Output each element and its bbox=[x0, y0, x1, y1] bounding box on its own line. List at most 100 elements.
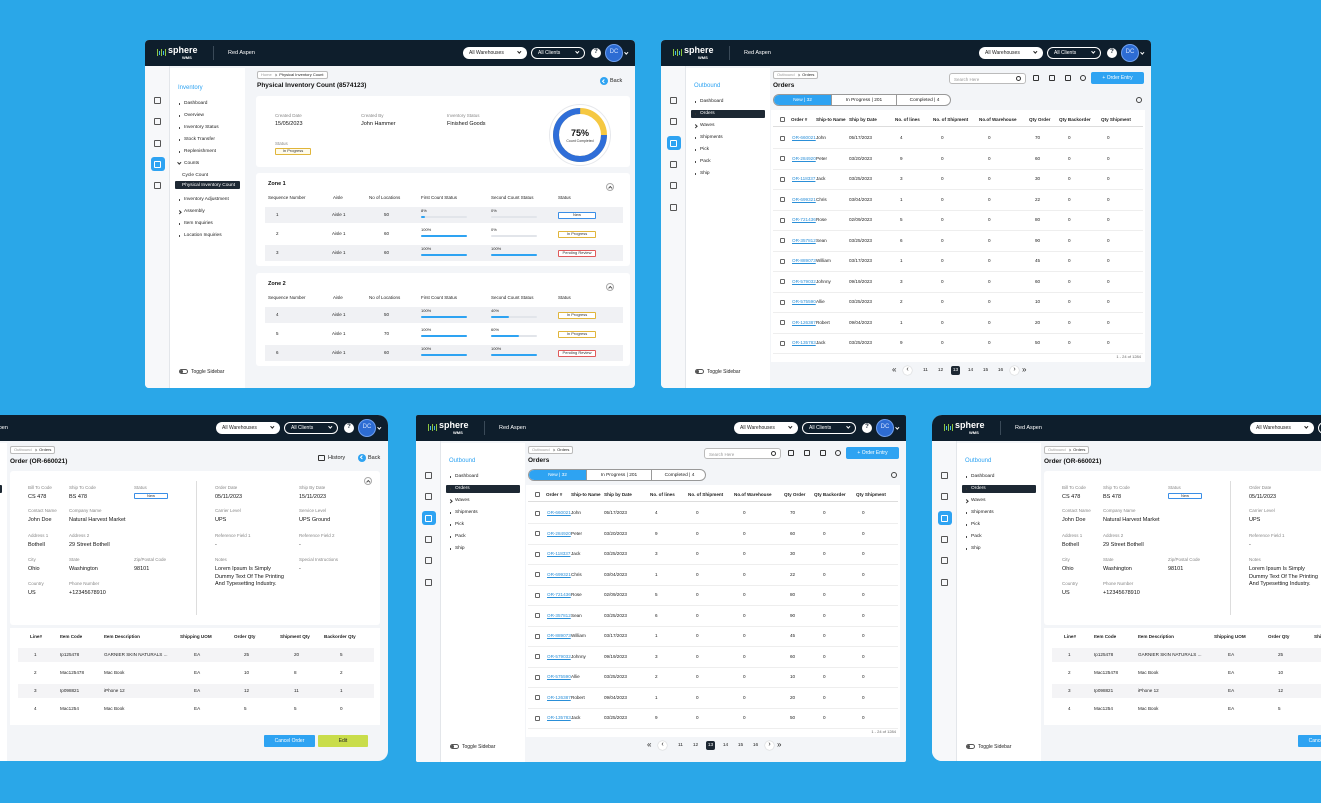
checkbox[interactable] bbox=[535, 613, 540, 618]
warehouse-select[interactable]: All Warehouses bbox=[216, 422, 280, 434]
checkbox[interactable] bbox=[535, 551, 540, 557]
checkbox[interactable] bbox=[780, 258, 785, 264]
last-page[interactable]: » bbox=[1022, 365, 1027, 374]
tab[interactable]: New | 32 bbox=[529, 470, 586, 480]
breadcrumb-item[interactable]: Orders bbox=[39, 446, 52, 452]
page-number[interactable]: 12 bbox=[936, 366, 945, 375]
sidebar-item[interactable]: Orders bbox=[455, 486, 470, 491]
page-number[interactable]: 16 bbox=[751, 741, 760, 750]
toggle-sidebar[interactable]: Toggle Sidebar bbox=[707, 368, 741, 375]
order-link[interactable]: OR-118337 bbox=[792, 176, 816, 181]
breadcrumb-item[interactable]: Physical Inventory Count bbox=[279, 71, 324, 77]
nav-icon[interactable] bbox=[154, 97, 161, 104]
breadcrumb-item[interactable]: Home bbox=[261, 71, 272, 77]
order-link[interactable]: OR-135783 bbox=[547, 715, 571, 720]
nav-icon[interactable] bbox=[425, 535, 432, 543]
order-link[interactable]: OR-721436 bbox=[547, 592, 571, 597]
checkbox[interactable] bbox=[780, 135, 785, 141]
sidebar-item[interactable]: Inventory Status bbox=[184, 125, 219, 130]
toggle-switch[interactable] bbox=[695, 369, 704, 374]
order-link[interactable]: OR-660021 bbox=[792, 135, 816, 140]
warehouse-select[interactable]: All Warehouses bbox=[979, 47, 1043, 59]
toolbar-icon[interactable] bbox=[788, 450, 794, 456]
checkbox[interactable] bbox=[780, 238, 785, 243]
order-link[interactable]: OR-889073 bbox=[547, 633, 571, 638]
next-page[interactable]: › bbox=[765, 741, 774, 750]
checkbox[interactable] bbox=[535, 674, 540, 680]
sidebar-item[interactable]: Shipments bbox=[700, 135, 723, 140]
checkbox[interactable] bbox=[535, 633, 540, 639]
sidebar-item[interactable]: Counts bbox=[184, 161, 200, 166]
help-button[interactable]: ? bbox=[591, 48, 601, 58]
order-link[interactable]: OR-889073 bbox=[792, 258, 816, 263]
order-link[interactable]: OR-579032 bbox=[792, 278, 816, 284]
order-link[interactable]: OR-284920 bbox=[547, 530, 571, 536]
sidebar-item[interactable]: Dashboard bbox=[184, 101, 208, 106]
back-button[interactable]: Back bbox=[368, 454, 381, 461]
toolbar-icon[interactable] bbox=[1080, 75, 1086, 81]
order-link[interactable]: OR-284920 bbox=[792, 155, 816, 161]
checkbox[interactable] bbox=[535, 492, 540, 497]
sidebar-item[interactable]: Physical Inventory Count bbox=[182, 182, 236, 188]
client-select[interactable]: All Clients bbox=[802, 422, 856, 434]
breadcrumb-item[interactable]: Orders bbox=[802, 71, 815, 77]
nav-icon[interactable] bbox=[425, 578, 432, 586]
sidebar-item[interactable]: Pack bbox=[700, 159, 711, 164]
sidebar-item[interactable]: Overview bbox=[184, 113, 204, 118]
help-button[interactable]: ? bbox=[344, 423, 354, 433]
toggle-sidebar[interactable]: Toggle Sidebar bbox=[978, 743, 1012, 750]
prev-page[interactable]: ‹ bbox=[658, 741, 667, 750]
order-link[interactable]: OR-575590 bbox=[547, 674, 571, 679]
breadcrumb-item[interactable]: Outbound bbox=[14, 446, 32, 452]
sidebar-item[interactable]: Dashboard bbox=[971, 474, 995, 479]
avatar[interactable]: DC bbox=[1121, 44, 1139, 62]
sidebar-item[interactable]: Ship bbox=[700, 171, 710, 176]
sidebar-item[interactable]: Shipments bbox=[971, 510, 994, 515]
sidebar-item[interactable]: Waves bbox=[700, 123, 715, 128]
checkbox[interactable] bbox=[780, 340, 785, 346]
page-number[interactable]: 11 bbox=[921, 366, 930, 375]
checkbox[interactable] bbox=[780, 117, 785, 122]
sidebar-item[interactable]: Stock Transfer bbox=[184, 137, 215, 142]
nav-icon[interactable] bbox=[941, 557, 948, 565]
avatar[interactable]: DC bbox=[605, 44, 623, 62]
search-box[interactable]: Search Here bbox=[949, 73, 1026, 84]
help-button[interactable]: ? bbox=[1107, 48, 1117, 58]
page-number[interactable]: 15 bbox=[981, 366, 990, 375]
nav-icon[interactable] bbox=[154, 182, 161, 190]
history-button[interactable]: History bbox=[328, 454, 346, 461]
warehouse-select[interactable]: All Warehouses bbox=[463, 47, 527, 59]
sidebar-item[interactable]: Pick bbox=[700, 147, 710, 152]
checkbox[interactable] bbox=[535, 510, 540, 516]
toolbar-icon[interactable] bbox=[804, 450, 810, 456]
toggle-sidebar[interactable]: Toggle Sidebar bbox=[462, 743, 496, 750]
checkbox[interactable] bbox=[780, 217, 785, 223]
order-link[interactable]: OR-721436 bbox=[792, 217, 816, 222]
tab[interactable]: In Progress | 201 bbox=[831, 95, 896, 105]
client-select[interactable]: All Clients bbox=[284, 422, 338, 434]
page-number[interactable]: 11 bbox=[676, 741, 685, 750]
nav-icon[interactable] bbox=[154, 118, 161, 126]
nav-icon[interactable] bbox=[670, 118, 677, 126]
sidebar-item[interactable]: Inventory Adjustment bbox=[184, 197, 229, 202]
toolbar-icon[interactable] bbox=[1065, 75, 1071, 81]
nav-icon[interactable] bbox=[941, 493, 948, 501]
collapse-button[interactable] bbox=[606, 283, 614, 291]
nav-icon[interactable] bbox=[941, 578, 948, 586]
nav-icon[interactable] bbox=[425, 493, 432, 501]
nav-icon-active[interactable] bbox=[150, 157, 165, 172]
sidebar-item[interactable]: Pick bbox=[971, 522, 981, 527]
warehouse-select[interactable]: All Warehouses bbox=[1250, 422, 1314, 434]
checkbox[interactable] bbox=[535, 592, 540, 598]
order-link[interactable]: OR-357812 bbox=[792, 237, 816, 243]
order-link[interactable]: OR-699321 bbox=[547, 571, 571, 577]
breadcrumb-item[interactable]: Outbound bbox=[777, 71, 795, 77]
first-page[interactable]: « bbox=[892, 365, 897, 374]
toggle-sidebar[interactable]: Toggle Sidebar bbox=[191, 368, 225, 375]
nav-icon[interactable] bbox=[425, 472, 432, 479]
nav-icon-active[interactable] bbox=[937, 511, 952, 526]
breadcrumb-item[interactable]: Outbound bbox=[532, 446, 550, 452]
page-number[interactable]: 13 bbox=[706, 741, 715, 750]
settings-icon[interactable] bbox=[1136, 97, 1142, 103]
toggle-switch[interactable] bbox=[966, 744, 975, 749]
